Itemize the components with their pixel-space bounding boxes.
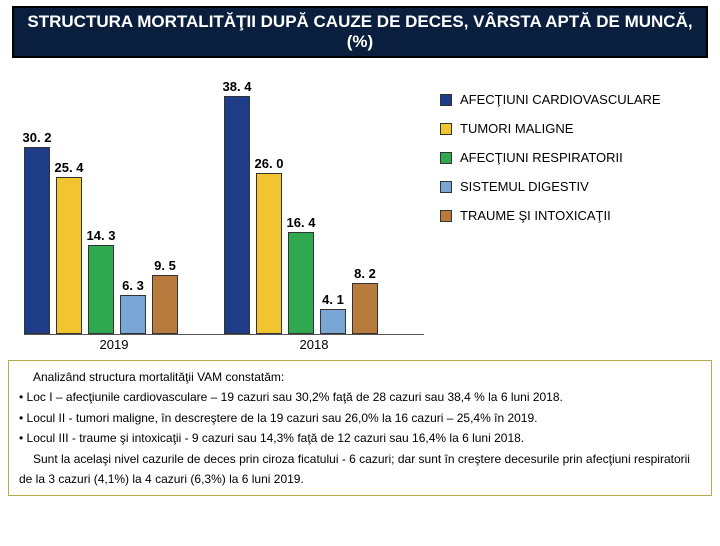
bar bbox=[120, 295, 146, 334]
chart-area: 30. 2 25. 4 14. 3 6. 3 9. 5 2019 38. 4 26. 0 16.… bbox=[8, 62, 712, 352]
legend-swatch bbox=[440, 152, 452, 164]
analysis-box: Analizând structura mortalităţii VAM con… bbox=[8, 360, 712, 496]
bar bbox=[288, 232, 314, 334]
bar-value-label: 8. 2 bbox=[345, 266, 385, 281]
bar-value-label: 9. 5 bbox=[145, 258, 185, 273]
bar-value-label: 30. 2 bbox=[17, 130, 57, 145]
analysis-bullet-1: • Loc I – afecţiunile cardiovasculare – … bbox=[19, 387, 701, 407]
bar-chart: 30. 225. 414. 36. 39. 5201938. 426. 016.… bbox=[24, 70, 424, 335]
analysis-bullet-3: • Locul III - traume şi intoxicaţii - 9 … bbox=[19, 428, 701, 448]
x-category-label: 2018 bbox=[224, 337, 404, 352]
x-category-label: 2019 bbox=[24, 337, 204, 352]
analysis-intro: Analizând structura mortalităţii VAM con… bbox=[19, 367, 701, 387]
legend-label: AFECŢIUNI CARDIOVASCULARE bbox=[460, 92, 661, 107]
legend-swatch bbox=[440, 181, 452, 193]
bar-value-label: 6. 3 bbox=[113, 278, 153, 293]
legend-label: TRAUME ŞI INTOXICAŢII bbox=[460, 208, 611, 223]
legend: AFECŢIUNI CARDIOVASCULARE TUMORI MALIGNE A… bbox=[440, 92, 661, 237]
bar-value-label: 16. 4 bbox=[281, 215, 321, 230]
bar-value-label: 38. 4 bbox=[217, 79, 257, 94]
bar bbox=[24, 147, 50, 334]
bar bbox=[88, 245, 114, 334]
bar bbox=[320, 309, 346, 334]
legend-swatch bbox=[440, 94, 452, 106]
analysis-bullet-2: • Locul II - tumori maligne, în descreşt… bbox=[19, 408, 701, 428]
legend-item: AFECŢIUNI RESPIRATORII bbox=[440, 150, 661, 165]
bar-value-label: 14. 3 bbox=[81, 228, 121, 243]
page-title: STRUCTURA MORTALITĂŢII DUPĂ CAUZE DE DEC… bbox=[27, 12, 692, 51]
legend-item: AFECŢIUNI CARDIOVASCULARE bbox=[440, 92, 661, 107]
legend-label: SISTEMUL DIGESTIV bbox=[460, 179, 589, 194]
bar bbox=[352, 283, 378, 334]
analysis-outro: Sunt la acelaşi nivel cazurile de deces … bbox=[19, 449, 701, 490]
legend-label: AFECŢIUNI RESPIRATORII bbox=[460, 150, 623, 165]
legend-swatch bbox=[440, 123, 452, 135]
bar-value-label: 25. 4 bbox=[49, 160, 89, 175]
bar bbox=[256, 173, 282, 334]
bar-value-label: 26. 0 bbox=[249, 156, 289, 171]
title-bar: STRUCTURA MORTALITĂŢII DUPĂ CAUZE DE DEC… bbox=[12, 6, 708, 58]
legend-item: TRAUME ŞI INTOXICAŢII bbox=[440, 208, 661, 223]
bar bbox=[152, 275, 178, 334]
legend-swatch bbox=[440, 210, 452, 222]
bar-value-label: 4. 1 bbox=[313, 292, 353, 307]
bar bbox=[224, 96, 250, 334]
bar bbox=[56, 177, 82, 334]
legend-item: TUMORI MALIGNE bbox=[440, 121, 661, 136]
legend-label: TUMORI MALIGNE bbox=[460, 121, 573, 136]
legend-item: SISTEMUL DIGESTIV bbox=[440, 179, 661, 194]
